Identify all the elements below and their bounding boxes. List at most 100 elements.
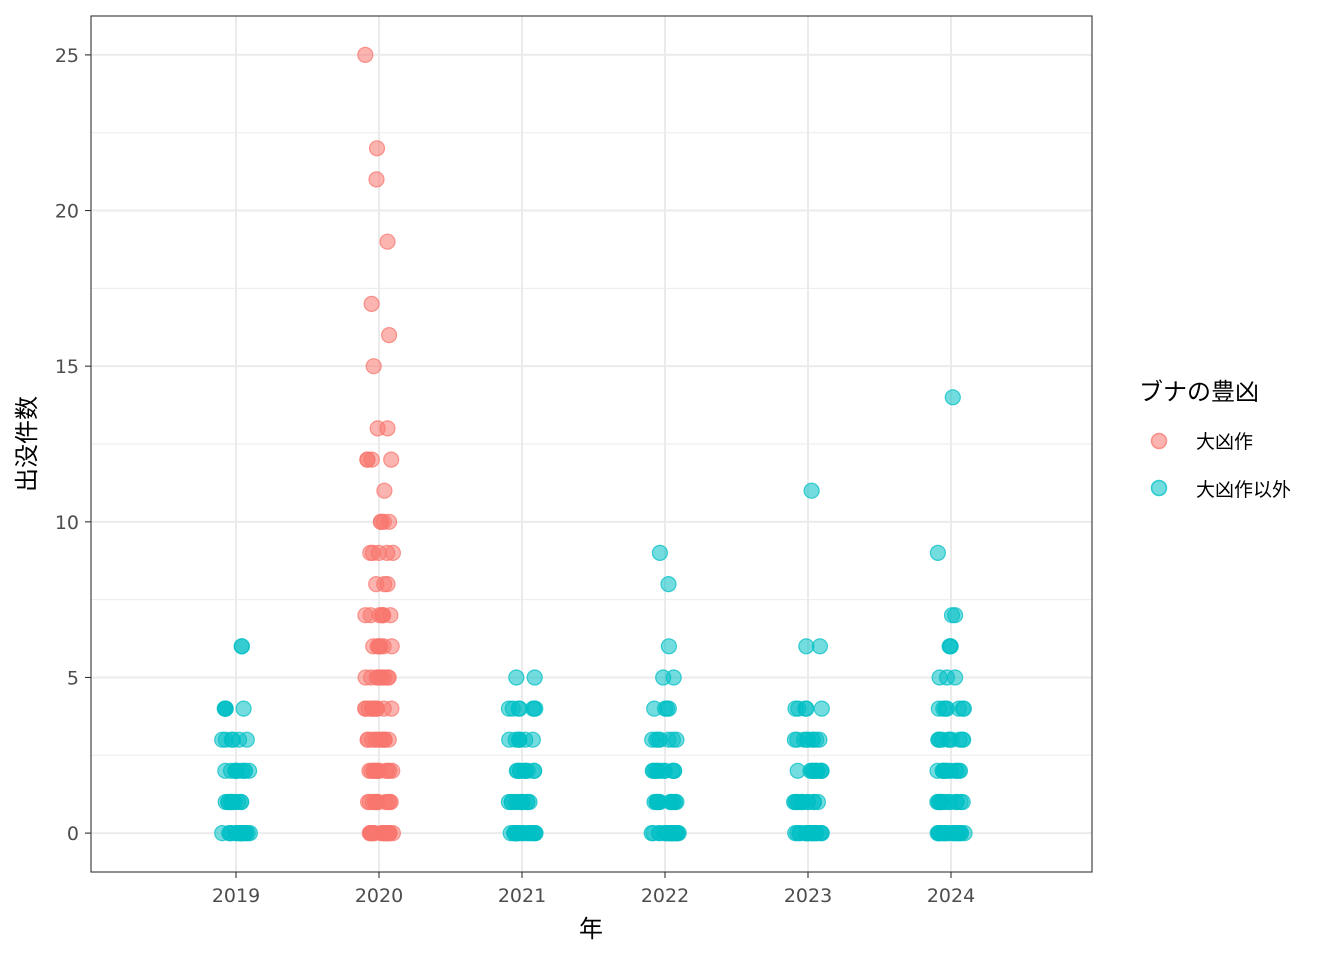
data-point-daikyousaku (357, 607, 374, 624)
data-point-daikyousaku-igai (651, 544, 669, 562)
data-point-daikyousaku (381, 327, 398, 344)
data-point-daikyousaku-igai (939, 762, 956, 779)
data-points (214, 46, 973, 842)
y-tick-label: 20 (55, 201, 79, 223)
data-point-daikyousaku-igai (800, 824, 817, 842)
data-point-daikyousaku (384, 544, 401, 562)
data-point-daikyousaku-igai (235, 700, 252, 717)
plot-border (90, 15, 1093, 873)
data-point-daikyousaku-igai (655, 669, 672, 686)
x-tick-label: 2023 (784, 885, 832, 907)
data-point-daikyousaku (383, 451, 400, 468)
data-point-daikyousaku-igai (798, 638, 815, 655)
data-point-daikyousaku-igai (227, 762, 244, 779)
x-axis-title: 年 (579, 915, 603, 943)
data-point-daikyousaku (364, 700, 381, 717)
legend: ブナの豊凶 大凶作 大凶作以外 (1139, 378, 1291, 501)
data-point-daikyousaku-igai (932, 793, 949, 811)
data-point-daikyousaku (379, 420, 396, 437)
data-point-daikyousaku-igai (789, 731, 806, 748)
data-point-daikyousaku (363, 295, 380, 312)
data-point-daikyousaku-igai (813, 700, 830, 717)
x-tick-label: 2020 (355, 885, 403, 907)
data-point-daikyousaku-igai (804, 762, 821, 779)
data-point-daikyousaku-igai (520, 824, 537, 842)
data-point-daikyousaku-igai (929, 544, 947, 562)
data-point-daikyousaku (365, 762, 382, 779)
data-point-daikyousaku-igai (803, 482, 820, 499)
data-point-daikyousaku-igai (788, 793, 806, 811)
x-tick-label: 2024 (927, 885, 975, 907)
data-point-daikyousaku-igai (660, 575, 677, 593)
data-point-daikyousaku-igai (951, 731, 968, 748)
data-point-daikyousaku (379, 793, 397, 811)
x-axis: 2019 2020 2021 2022 2023 2024 (212, 872, 975, 907)
data-point-daikyousaku-igai (946, 669, 964, 686)
data-point-daikyousaku-igai (943, 607, 961, 624)
data-point-daikyousaku-igai (224, 731, 241, 748)
data-point-daikyousaku-igai (787, 700, 804, 717)
y-axis: 0 5 10 15 20 25 (55, 45, 91, 845)
legend-label-daikyousaku-igai: 大凶作以外 (1196, 479, 1291, 501)
data-point-daikyousaku-igai (644, 762, 661, 779)
data-point-daikyousaku-igai (931, 824, 948, 842)
data-point-daikyousaku (365, 358, 382, 375)
data-point-daikyousaku (375, 607, 392, 624)
y-tick-label: 5 (67, 667, 79, 689)
legend-label-daikyousaku: 大凶作 (1196, 431, 1253, 453)
x-tick-label: 2019 (212, 885, 260, 907)
data-point-daikyousaku-igai (789, 762, 806, 779)
data-point-daikyousaku (362, 544, 379, 562)
data-point-daikyousaku-igai (525, 762, 543, 779)
y-tick-label: 15 (55, 356, 79, 378)
data-point-daikyousaku-igai (649, 731, 667, 748)
data-point-daikyousaku-igai (660, 638, 678, 655)
data-point-daikyousaku (368, 171, 385, 188)
x-tick-label: 2021 (498, 885, 546, 907)
data-point-daikyousaku-igai (524, 700, 542, 717)
y-tick-label: 0 (67, 823, 79, 845)
legend-key-daikyousaku-igai (1150, 479, 1168, 497)
legend-key-daikyousaku (1150, 432, 1168, 450)
data-point-daikyousaku (376, 669, 393, 686)
data-point-daikyousaku (368, 140, 386, 157)
data-point-daikyousaku (379, 762, 396, 779)
data-point-daikyousaku (357, 669, 374, 686)
x-tick-label: 2022 (641, 885, 689, 907)
data-point-daikyousaku-igai (955, 700, 973, 717)
data-point-daikyousaku (376, 482, 393, 499)
data-point-daikyousaku-igai (646, 700, 663, 717)
data-point-daikyousaku-igai (804, 731, 821, 748)
major-gridlines (91, 16, 1092, 872)
data-point-daikyousaku (376, 575, 393, 593)
data-point-daikyousaku-igai (233, 638, 250, 655)
data-point-daikyousaku-igai (510, 793, 527, 811)
data-point-daikyousaku-igai (944, 389, 961, 406)
data-point-daikyousaku (362, 824, 379, 842)
data-point-daikyousaku-igai (937, 700, 954, 717)
data-point-daikyousaku-igai (942, 638, 959, 655)
data-point-daikyousaku-igai (664, 731, 682, 748)
data-point-daikyousaku-igai (934, 731, 951, 748)
data-point-daikyousaku-igai (662, 793, 679, 811)
data-point-daikyousaku (380, 824, 397, 842)
data-point-daikyousaku-igai (667, 824, 684, 842)
data-point-daikyousaku-igai (233, 824, 250, 842)
legend-title: ブナの豊凶 (1139, 378, 1259, 406)
data-point-daikyousaku-igai (217, 700, 234, 717)
data-point-daikyousaku (383, 638, 400, 655)
y-tick-label: 25 (55, 45, 79, 67)
data-point-daikyousaku (361, 793, 378, 811)
data-point-daikyousaku-igai (504, 700, 521, 717)
data-point-daikyousaku-igai (508, 762, 525, 779)
data-point-daikyousaku (372, 513, 390, 530)
y-tick-label: 10 (55, 512, 79, 534)
data-point-daikyousaku-igai (511, 731, 528, 748)
y-axis-title: 出没件数 (13, 396, 41, 492)
data-point-daikyousaku-igai (524, 731, 541, 748)
minor-gridlines (91, 132, 1092, 756)
data-point-daikyousaku-igai (526, 669, 543, 686)
data-point-daikyousaku (363, 451, 380, 468)
data-point-daikyousaku-igai (811, 638, 829, 655)
